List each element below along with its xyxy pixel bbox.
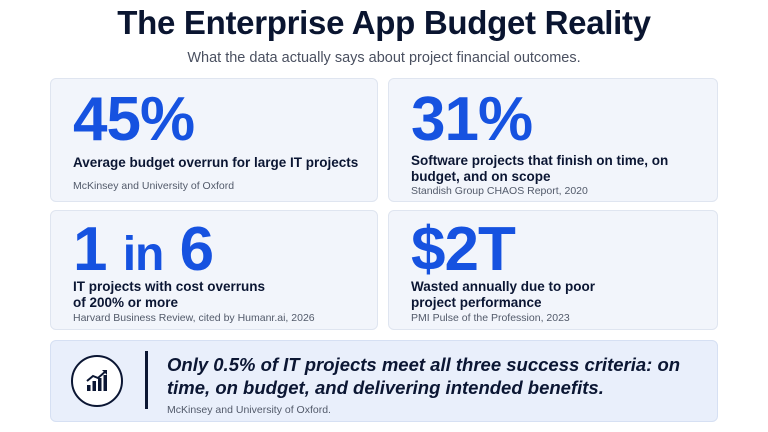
stat-description: Software projects that finish on time, o… [411,153,669,184]
callout-text: Only 0.5% of IT projects meet all three … [167,354,681,398]
stat-card-budget-overrun: 45% Average budget overrun for large IT … [50,78,378,202]
callout-source: McKinsey and University of Oxford. [167,404,331,416]
stat-source: McKinsey and University of Oxford [73,180,235,192]
stat-source: Harvard Business Review, cited by Humanr… [73,312,315,324]
callout-divider [145,351,148,409]
stat-value: 1 in 6 [73,219,214,286]
stat-value-part: 1 [73,215,107,284]
page-subtitle: What the data actually says about projec… [187,50,581,66]
stat-card-success-rate: 31% Software projects that finish on tim… [388,78,718,202]
stat-value: 31% [411,85,533,154]
page-title: The Enterprise App Budget Reality [117,4,651,41]
stat-value: 45% [73,85,195,154]
stat-description: Average budget overrun for large IT proj… [73,155,359,170]
stat-source: PMI Pulse of the Profession, 2023 [411,312,570,324]
stat-description: Wasted annually due to poor project perf… [411,279,596,310]
stat-value: $2T [411,215,516,284]
growth-chart-icon [71,355,123,407]
stat-value-connector: in [122,228,165,281]
stat-description: IT projects with cost overruns of 200% o… [73,279,266,310]
callout-banner: Only 0.5% of IT projects meet all three … [50,340,718,422]
stat-source: Standish Group CHAOS Report, 2020 [411,185,588,197]
stat-card-cost-overruns: 1 in 6 IT projects with cost overruns of… [50,210,378,330]
stat-value-part: 6 [179,215,214,284]
stat-card-annual-waste: $2T Wasted annually due to poor project … [388,210,718,330]
